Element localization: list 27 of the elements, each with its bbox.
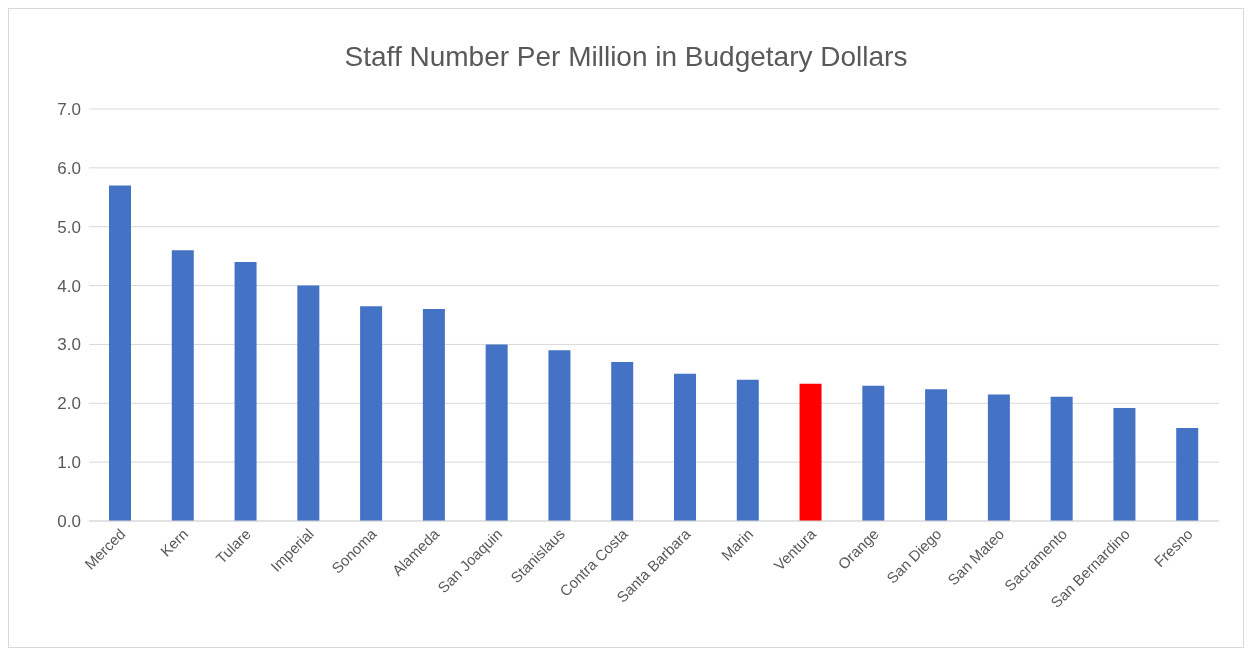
y-tick-label: 7.0 — [57, 100, 81, 120]
chart-title: Staff Number Per Million in Budgetary Dollars — [343, 40, 909, 74]
bar — [1113, 407, 1136, 521]
bar — [548, 350, 571, 521]
bar — [171, 250, 194, 521]
y-tick-label: 0.0 — [57, 512, 81, 532]
bar — [297, 285, 320, 521]
y-tick-label: 3.0 — [57, 335, 81, 355]
bar — [1176, 428, 1199, 521]
bar — [925, 389, 948, 521]
bar — [736, 379, 759, 521]
bar — [109, 185, 131, 521]
bar — [799, 383, 822, 521]
bar — [862, 385, 885, 521]
bar — [234, 262, 257, 521]
bar — [360, 306, 383, 521]
bar — [611, 362, 634, 521]
y-tick-label: 5.0 — [57, 217, 81, 237]
bar — [987, 394, 1010, 521]
bar — [674, 373, 696, 521]
bar — [422, 309, 445, 521]
y-tick-label: 2.0 — [57, 394, 81, 414]
bar — [485, 344, 508, 521]
bar — [1050, 396, 1073, 521]
y-tick-label: 4.0 — [57, 276, 81, 296]
y-tick-label: 6.0 — [57, 158, 81, 178]
y-tick-label: 1.0 — [57, 453, 81, 473]
